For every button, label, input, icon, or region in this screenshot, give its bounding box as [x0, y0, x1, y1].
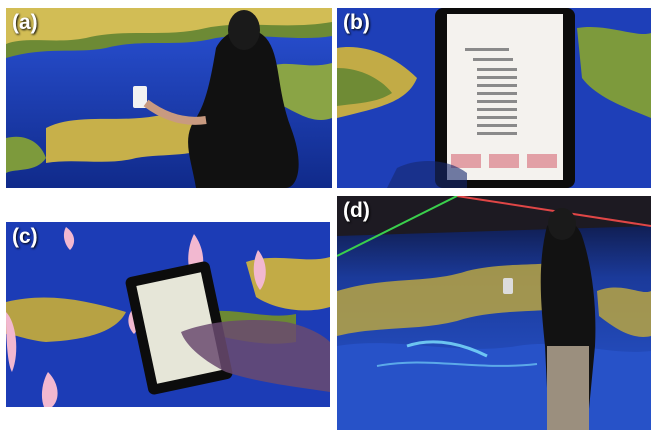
land-island-left — [6, 136, 46, 173]
pink-marker-1 — [6, 312, 17, 372]
tablet-screen — [447, 14, 563, 180]
person-head — [228, 10, 260, 50]
pink-marker-4 — [253, 250, 266, 290]
person-head — [548, 208, 576, 240]
cyan-flow-line — [406, 340, 488, 358]
panel-a-image — [6, 8, 332, 188]
panel-a-photo: (a) — [6, 8, 332, 188]
land-right — [266, 63, 332, 121]
green-guide-line — [337, 196, 458, 257]
pink-marker-2 — [63, 227, 75, 250]
phone-device — [133, 86, 147, 108]
land-left — [6, 297, 126, 342]
tablet-button-2 — [489, 154, 519, 168]
hand-silhouette — [181, 320, 330, 392]
panel-b-image — [337, 8, 651, 188]
land-right — [246, 257, 330, 311]
land-right — [597, 287, 651, 337]
panel-d-photo: (d) — [337, 196, 651, 430]
land-left-shade — [337, 68, 392, 106]
panel-d-image — [337, 196, 651, 430]
panel-a-label: (a) — [12, 11, 38, 34]
land-right — [577, 26, 651, 119]
file-list — [465, 48, 517, 135]
panel-c-photo: (c) — [6, 222, 330, 407]
person-arm — [143, 99, 207, 125]
cyan-flow-line-2 — [376, 361, 538, 367]
panel-c-label: (c) — [12, 225, 38, 248]
reflection-shadow — [387, 161, 467, 188]
tablet-button-3 — [527, 154, 557, 168]
pink-marker-5 — [41, 372, 58, 407]
floor-projection — [337, 343, 651, 430]
land-mass — [337, 258, 577, 336]
panel-b-label: (b) — [343, 11, 370, 34]
panel-d-label: (d) — [343, 199, 370, 222]
panel-b-photo: (b) — [337, 8, 651, 188]
person-silhouette — [188, 29, 299, 188]
person-legs — [547, 346, 589, 430]
panel-c-image — [6, 222, 330, 407]
land-island — [46, 115, 216, 163]
phone-device — [503, 278, 513, 294]
tablet-button-1 — [451, 154, 481, 168]
